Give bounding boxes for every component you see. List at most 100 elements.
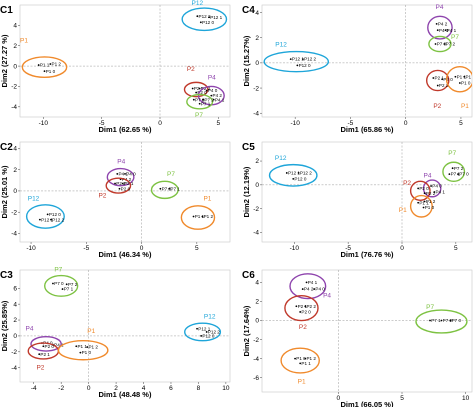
group-p1: P1 0 P1 2P1 1 [280, 347, 320, 374]
y-axis-title: Dim2 (15.27%) [242, 35, 251, 86]
panel-c3: -4 -2 0 2 4 6 8 10 6 4 2 0 -2 -4 Dim1 (48.48 %) Dim2 (2… [0, 267, 231, 399]
confidence-ellipse [150, 180, 179, 200]
confidence-ellipse [289, 273, 327, 300]
confidence-ellipse [30, 336, 62, 352]
group-p2: P2 0P2 2 [409, 180, 436, 202]
data-point [42, 345, 45, 348]
point-label: P2 0 [419, 186, 429, 191]
group-label: P4 [208, 74, 216, 81]
point-label: P2 2 [116, 181, 126, 186]
y-tick-label: -4 [11, 231, 17, 238]
group-label: P12 [192, 0, 204, 7]
data-point [294, 357, 296, 360]
point-label: P7 1 [431, 318, 441, 323]
point-label: P1 0 [46, 69, 56, 74]
group-p7: P7 0 P7 2 [428, 35, 455, 53]
point-label: P12 1 [41, 217, 53, 222]
group-label: P2 [98, 192, 106, 199]
confidence-ellipse [263, 50, 330, 73]
data-point [292, 178, 295, 180]
data-point [436, 29, 439, 32]
data-point [417, 201, 420, 204]
x-tick-label: -10 [39, 120, 49, 127]
x-axis-title: Dim1 (76.76 %) [341, 250, 394, 259]
y-tick-label: -2 [253, 85, 259, 92]
panel-label: C4 [242, 5, 255, 16]
point-label: P4 0 [315, 287, 325, 292]
point-label: P2 1 [298, 304, 308, 309]
panel-label: C1 [0, 5, 13, 16]
x-tick-label: 4 [142, 385, 146, 392]
x-tick-label: -5 [99, 120, 105, 127]
panel-c2: -10 -5 0 5 4 2 0 -2 -4 Dim1 (46.34 %) Dim2 (25.01 … [0, 141, 231, 259]
point-label: P12 0 [202, 334, 214, 339]
x-tick-label: -10 [26, 245, 36, 252]
confidence-ellipse [57, 339, 109, 361]
data-point [208, 16, 210, 19]
data-point [205, 89, 208, 92]
data-point [295, 305, 298, 308]
group-label: P7 [448, 150, 456, 157]
group-p1: P1 1 P1 2 P1 0 [21, 56, 68, 78]
x-tick-label: 0 [158, 120, 162, 127]
data-point [43, 70, 46, 73]
group-p4: P4 1 P4 2 P4 0 [289, 273, 327, 300]
confidence-ellipse [415, 309, 468, 334]
point-label: P2 1 [124, 181, 134, 186]
group-label: P4 [323, 293, 331, 300]
confidence-ellipse [409, 180, 431, 202]
data-point [297, 172, 300, 174]
group-label: P7 [426, 304, 434, 311]
y-tick-label: 0 [13, 63, 17, 70]
y-tick-label: 0 [13, 333, 17, 340]
point-label: P7 2 [454, 166, 464, 171]
data-point [118, 187, 121, 190]
data-point [448, 173, 451, 176]
point-label: P1 2 [465, 74, 474, 79]
x-tick-label: 5 [454, 245, 458, 252]
x-tick-label: -4 [31, 385, 37, 392]
point-label: P4 0 [439, 28, 449, 33]
group-label: P12 [204, 313, 216, 320]
group-p7: P7 2P7 1 P7 0 [442, 161, 469, 182]
point-label: P7 0 [195, 97, 205, 102]
group-label: P2 [187, 66, 195, 73]
point-label: P7 0 [459, 172, 469, 177]
point-label: P2 2 [426, 191, 436, 196]
data-point [37, 64, 40, 66]
x-tick-label: 5 [459, 120, 463, 127]
y-tick-label: -2 [11, 349, 17, 356]
data-point [430, 185, 432, 187]
data-point [429, 319, 431, 322]
point-label: P12 1 [292, 57, 304, 62]
point-label: P12 2 [208, 330, 220, 335]
y-tick-label: 2 [255, 35, 259, 42]
data-point [457, 173, 459, 176]
data-point [196, 15, 199, 18]
y-tick-label: 2 [255, 299, 259, 306]
group-label: P4 [25, 325, 33, 332]
data-point [423, 192, 426, 195]
data-point [436, 84, 439, 87]
panel-c1: -10 -5 0 5 4 2 0 -2 -4 Dim1 (62.65 %) Dim2 (27.27 … [0, 0, 231, 134]
group-p7: P7 0P7 1P7 2 [186, 93, 214, 110]
data-point [46, 213, 49, 216]
x-tick-label: -5 [345, 245, 351, 252]
point-label: P12 0 [299, 63, 311, 68]
point-label: P2 0 [197, 90, 207, 95]
point-label: P4 0 [432, 184, 442, 189]
point-label: P1 1 [419, 200, 429, 205]
data-point [285, 172, 288, 174]
data-point [38, 353, 41, 356]
confidence-ellipse [44, 274, 79, 297]
confidence-ellipse [25, 204, 65, 229]
group-label: P7 [54, 267, 62, 274]
point-label: P7 2 [443, 318, 453, 323]
data-point [443, 43, 446, 45]
x-axis-title: Dim1 (66.05 %) [341, 400, 394, 407]
data-point [423, 200, 426, 203]
point-label: P1 0 [296, 356, 306, 361]
